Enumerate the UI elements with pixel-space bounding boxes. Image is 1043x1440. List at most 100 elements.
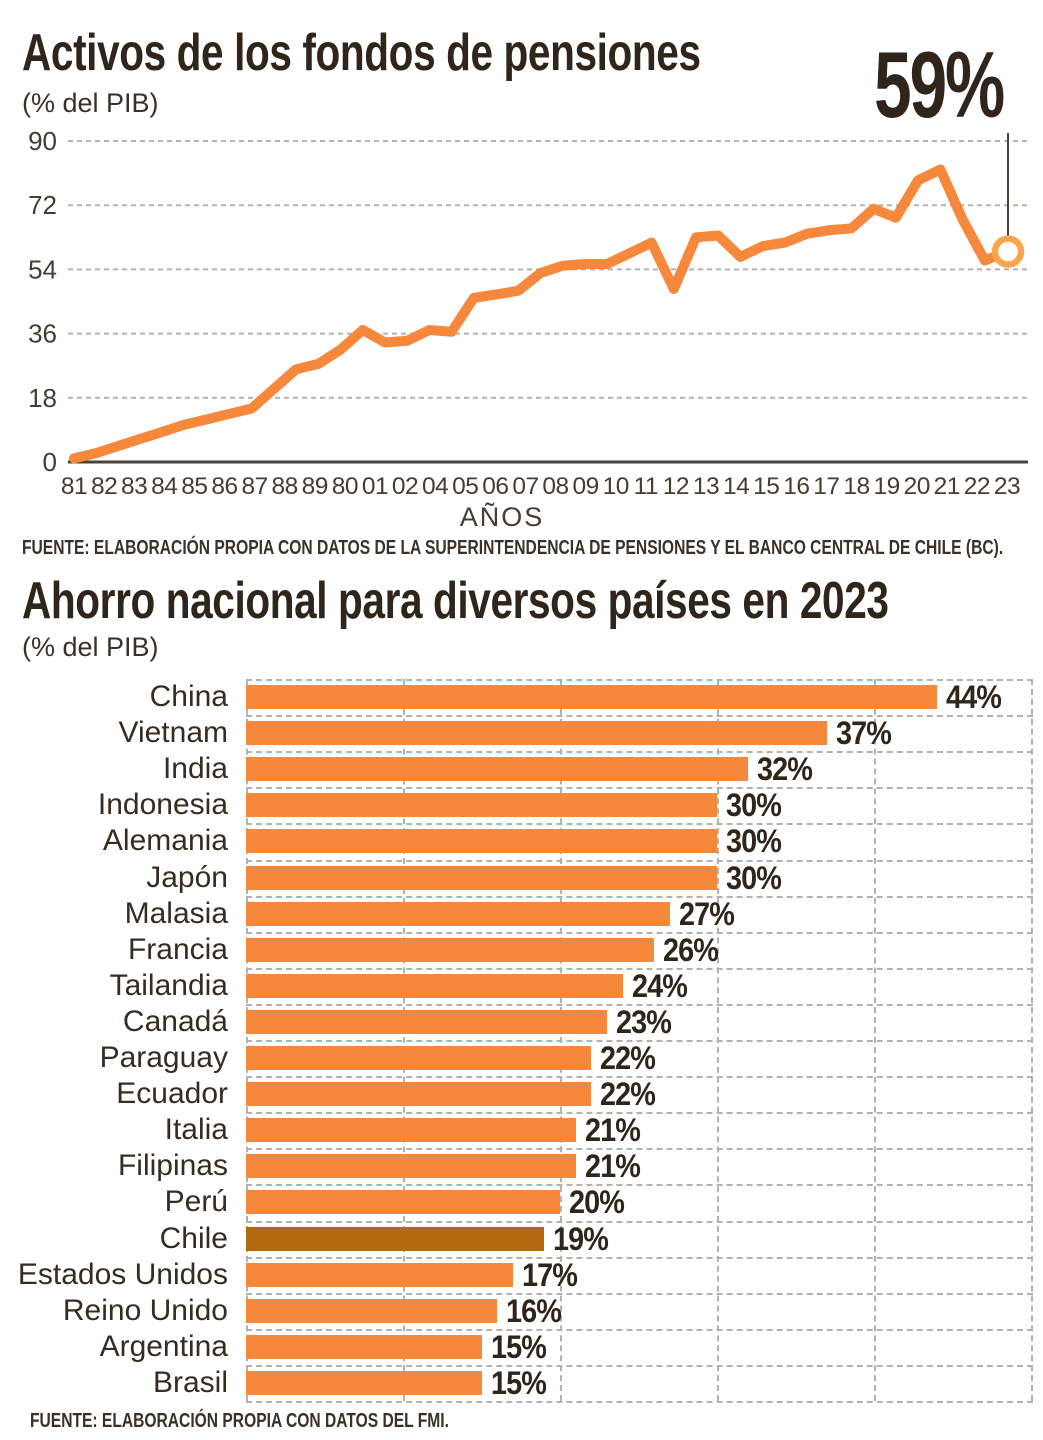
bar-value: 17% (521, 1256, 578, 1293)
bar-label: Alemania (102, 824, 228, 858)
bar-label: Reino Unido (62, 1293, 228, 1327)
y-tick-label: 18 (28, 383, 57, 413)
row-separator (246, 1401, 1033, 1403)
x-tick-label: 83 (121, 473, 147, 500)
bar-value: 27% (678, 895, 735, 932)
bar-value: 44% (945, 679, 1002, 715)
bar-value: 30% (726, 787, 782, 824)
row-separator (246, 859, 1033, 862)
pension-chart-source-text: FUENTE: ELABORACIÓN PROPIA CON DATOS DE … (22, 537, 1004, 559)
bar-value: 30% (726, 823, 782, 860)
x-tick-label: 81 (61, 473, 87, 500)
row-separator (246, 787, 1033, 790)
bar-value: 32% (757, 751, 813, 788)
bar-value: 20% (569, 1184, 625, 1221)
x-tick-label: 89 (302, 473, 328, 500)
y-tick-label: 36 (28, 319, 57, 349)
x-tick-label: 18 (843, 473, 869, 500)
x-tick-label: 13 (693, 473, 719, 500)
row-separator (246, 1364, 1033, 1367)
row-separator (246, 931, 1033, 934)
bar (246, 1334, 482, 1359)
bar-value: 19% (553, 1220, 609, 1257)
bar-value: 22% (600, 1040, 656, 1076)
bar (246, 1046, 592, 1070)
bar (246, 1370, 482, 1395)
row-separator (246, 1220, 1033, 1223)
savings-title-text: Ahorro nacional para diversos países en … (22, 572, 889, 630)
bar (246, 1009, 608, 1034)
bar-label: Paraguay (99, 1041, 228, 1074)
bar (246, 829, 717, 854)
bar (246, 1262, 513, 1287)
x-tick-label: 85 (181, 473, 207, 500)
x-tick-label: 87 (241, 473, 267, 500)
bar-label: Ecuador (116, 1077, 228, 1111)
bar-value: 21% (584, 1148, 641, 1185)
x-tick-label: 01 (362, 473, 388, 500)
savings-bar-chart: China 44% Vietnam 37% India 32% Indonesia 30% Al… (0, 679, 1043, 1403)
bar-label: Filipinas (117, 1149, 228, 1183)
bar-label: Perú (164, 1185, 228, 1219)
x-tick-label: 19 (873, 473, 899, 500)
bar-label: Chile (159, 1221, 228, 1255)
pension-chart-subtitle: (% del PIB) (22, 88, 159, 118)
x-tick-label: 06 (482, 473, 508, 500)
y-tick-label: 72 (28, 190, 57, 220)
row-separator (246, 1003, 1033, 1006)
bar-label: China (149, 680, 228, 713)
bar (246, 1190, 560, 1215)
row-separator (246, 823, 1033, 826)
savings-chart-subtitle: (% del PIB) (22, 632, 159, 662)
bar-label: Italia (164, 1113, 228, 1147)
savings-chart-source: FUENTE: ELABORACIÓN PROPIA CON DATOS DEL… (30, 1410, 567, 1433)
pension-chart-title: Activos de los fondos de pensiones (22, 26, 892, 81)
x-axis-title: AÑOS (460, 501, 545, 532)
x-tick-label: 23 (994, 473, 1020, 500)
bar (246, 757, 749, 782)
bar-value: 30% (726, 859, 782, 896)
row-separator (246, 895, 1033, 898)
bar (246, 793, 717, 818)
bar (246, 1154, 576, 1179)
bar-value: 22% (600, 1076, 656, 1113)
y-tick-label: 0 (43, 447, 57, 477)
bar-value: 16% (506, 1292, 562, 1329)
x-tick-label: 08 (542, 473, 568, 500)
bar-label: Canadá (122, 1004, 228, 1038)
bar (246, 721, 827, 746)
x-tick-label: 80 (332, 473, 358, 500)
row-separator (246, 1292, 1033, 1295)
bar-label: Tailandia (109, 968, 228, 1002)
bar (246, 1298, 498, 1323)
x-tick-label: 02 (392, 473, 418, 500)
x-tick-label: 14 (723, 473, 749, 500)
bar-value: 15% (490, 1364, 547, 1401)
bar (246, 901, 670, 926)
bar-value: 15% (490, 1328, 547, 1365)
bar-value: 37% (835, 715, 892, 752)
latest-value-callout: 59% (874, 38, 1043, 132)
bar (246, 937, 655, 962)
x-tick-label: 16 (783, 473, 809, 500)
page-title: Activos de los fondos de pensiones (22, 24, 701, 82)
row-separator (246, 751, 1033, 754)
bar-highlight-chile (246, 1226, 545, 1251)
row-separator (246, 1256, 1033, 1259)
bar-value: 26% (663, 931, 719, 968)
bar (246, 973, 623, 998)
x-tick-label: 88 (272, 473, 298, 500)
x-tick-label: 82 (91, 473, 117, 500)
x-tick-label: 09 (573, 473, 599, 500)
x-tick-label: 07 (512, 473, 538, 500)
x-tick-label: 05 (452, 473, 478, 500)
bar-label: India (162, 752, 228, 786)
bar-label: Vietnam (118, 716, 228, 750)
row-separator (246, 715, 1033, 718)
row-separator (246, 1112, 1033, 1115)
x-tick-label: 12 (663, 473, 689, 500)
bar (246, 1118, 576, 1143)
savings-chart-source-text: FUENTE: ELABORACIÓN PROPIA CON DATOS DEL… (30, 1410, 449, 1432)
